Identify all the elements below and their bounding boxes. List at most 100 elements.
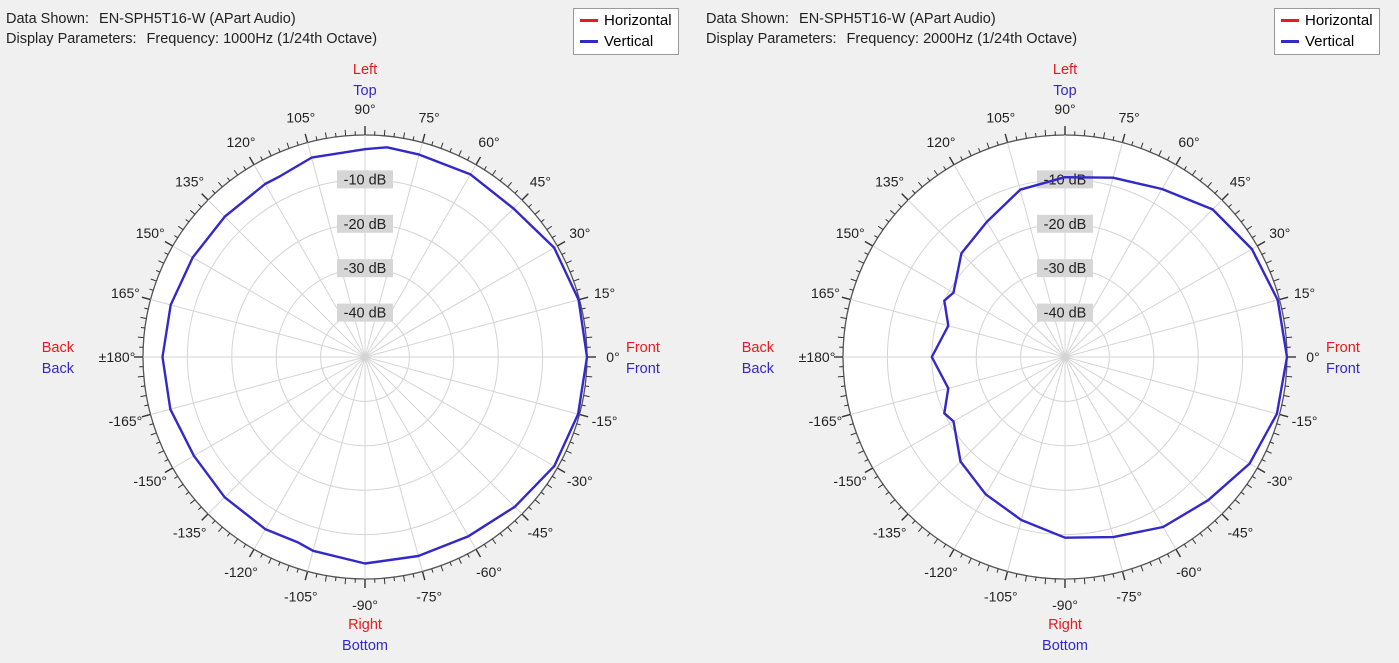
rim-tick [1024, 132, 1027, 139]
legend-item-horizontal[interactable]: Horizontal [580, 10, 672, 31]
legend-item-vertical[interactable]: Vertical [580, 31, 672, 52]
rim-tick [1221, 193, 1229, 201]
grid-spoke [1064, 356, 1223, 515]
angle-tick-label: 0° [1306, 349, 1319, 365]
legend-item-vertical[interactable]: Vertical [1281, 31, 1373, 52]
rim-tick [507, 182, 512, 188]
angle-tick-label: -120° [924, 564, 958, 580]
bottom-label: Bottom [342, 638, 388, 654]
angle-tick-label: 45° [1230, 174, 1251, 190]
rim-tick [315, 573, 318, 578]
rim-tick [1228, 203, 1232, 208]
rim-tick [158, 450, 165, 454]
rim-tick [201, 513, 209, 521]
rim-tick [556, 240, 566, 247]
polar-chart-panel-2000hz: Data Shown: EN-SPH5T16-W (APart Audio) Di… [700, 0, 1399, 663]
right-label: Right [348, 617, 382, 633]
rim-tick [177, 483, 184, 489]
rim-tick [1015, 573, 1018, 578]
rim-tick [1265, 260, 1272, 264]
rim-tick [412, 136, 415, 141]
grid-spoke [953, 164, 1066, 358]
rim-tick [383, 129, 386, 136]
grid-spoke [253, 356, 366, 550]
grid-spoke [850, 299, 1066, 358]
rim-tick [840, 395, 847, 398]
rim-tick [458, 150, 462, 157]
rim-tick [1199, 532, 1203, 537]
angle-tick-label: 30° [569, 225, 590, 241]
rim-tick [850, 432, 857, 436]
rim-tick [1283, 395, 1290, 398]
angle-tick-label: -105° [984, 589, 1018, 605]
rim-tick [1285, 327, 1290, 329]
rim-tick [1149, 148, 1152, 153]
data-shown-label: Data Shown: [706, 11, 790, 27]
db-label-bg [1037, 259, 1093, 278]
rim-tick [201, 193, 209, 201]
angle-tick-label: -150° [133, 473, 167, 489]
rim-tick [565, 450, 572, 454]
rim-tick [898, 506, 902, 511]
rim-tick [1281, 404, 1286, 407]
grid-spoke [364, 356, 523, 515]
rim-tick [514, 520, 519, 524]
legend-label: Horizontal [1305, 12, 1373, 29]
rim-tick [475, 156, 482, 166]
rim-tick [248, 548, 255, 558]
rim-tick [1083, 129, 1086, 136]
grid-spoke [150, 299, 366, 358]
top-label: Top [1053, 83, 1076, 99]
rim-tick [177, 225, 184, 231]
rim-tick [573, 432, 580, 436]
rim-tick [948, 548, 955, 558]
angle-tick-label: 150° [836, 225, 865, 241]
rim-tick [393, 577, 395, 582]
rim-tick [1221, 513, 1229, 521]
rim-tick [864, 252, 869, 255]
rim-tick [243, 166, 247, 171]
rim-tick [885, 219, 890, 223]
rim-tick [1149, 561, 1152, 566]
rim-tick [1246, 483, 1253, 489]
rim-tick [1035, 132, 1037, 137]
grid-spoke [307, 356, 366, 572]
rim-tick [1112, 573, 1115, 578]
rim-tick [1167, 156, 1170, 161]
grid-spoke [172, 356, 366, 469]
rim-tick [898, 203, 902, 208]
rim-tick [1269, 270, 1274, 273]
rim-tick [440, 565, 444, 572]
grid-spoke [253, 164, 366, 358]
rim-tick [149, 423, 154, 426]
rim-tick [960, 156, 963, 161]
rim-tick [858, 260, 865, 264]
display-params-label: Display Parameters: [706, 31, 837, 47]
rim-tick [156, 441, 161, 444]
rim-tick [227, 532, 231, 537]
rim-tick [1228, 506, 1232, 511]
grid-spoke [1064, 299, 1280, 358]
angle-tick-label: -45° [527, 524, 553, 540]
grid-spoke [953, 356, 1066, 550]
rim-tick [233, 538, 239, 545]
db-label-bg [1037, 214, 1093, 233]
rim-tick [569, 441, 574, 444]
rim-tick [227, 177, 231, 182]
db-label-bg [337, 303, 393, 322]
db-label: -30 dB [1044, 261, 1087, 277]
rim-tick [260, 156, 263, 161]
db-label: -30 dB [344, 261, 387, 277]
rim-tick [840, 327, 845, 329]
rim-tick [483, 543, 487, 548]
rim-tick [1240, 219, 1245, 223]
angle-tick-label: -15° [592, 413, 618, 429]
rim-tick [911, 520, 916, 524]
info-block: Data Shown: EN-SPH5T16-W (APart Audio) Di… [706, 9, 1077, 49]
rim-tick [1276, 423, 1281, 426]
grid-spoke [364, 356, 477, 550]
legend-item-horizontal[interactable]: Horizontal [1281, 10, 1373, 31]
rim-tick [164, 459, 169, 462]
rim-tick [1175, 548, 1182, 558]
rim-tick [260, 553, 263, 558]
